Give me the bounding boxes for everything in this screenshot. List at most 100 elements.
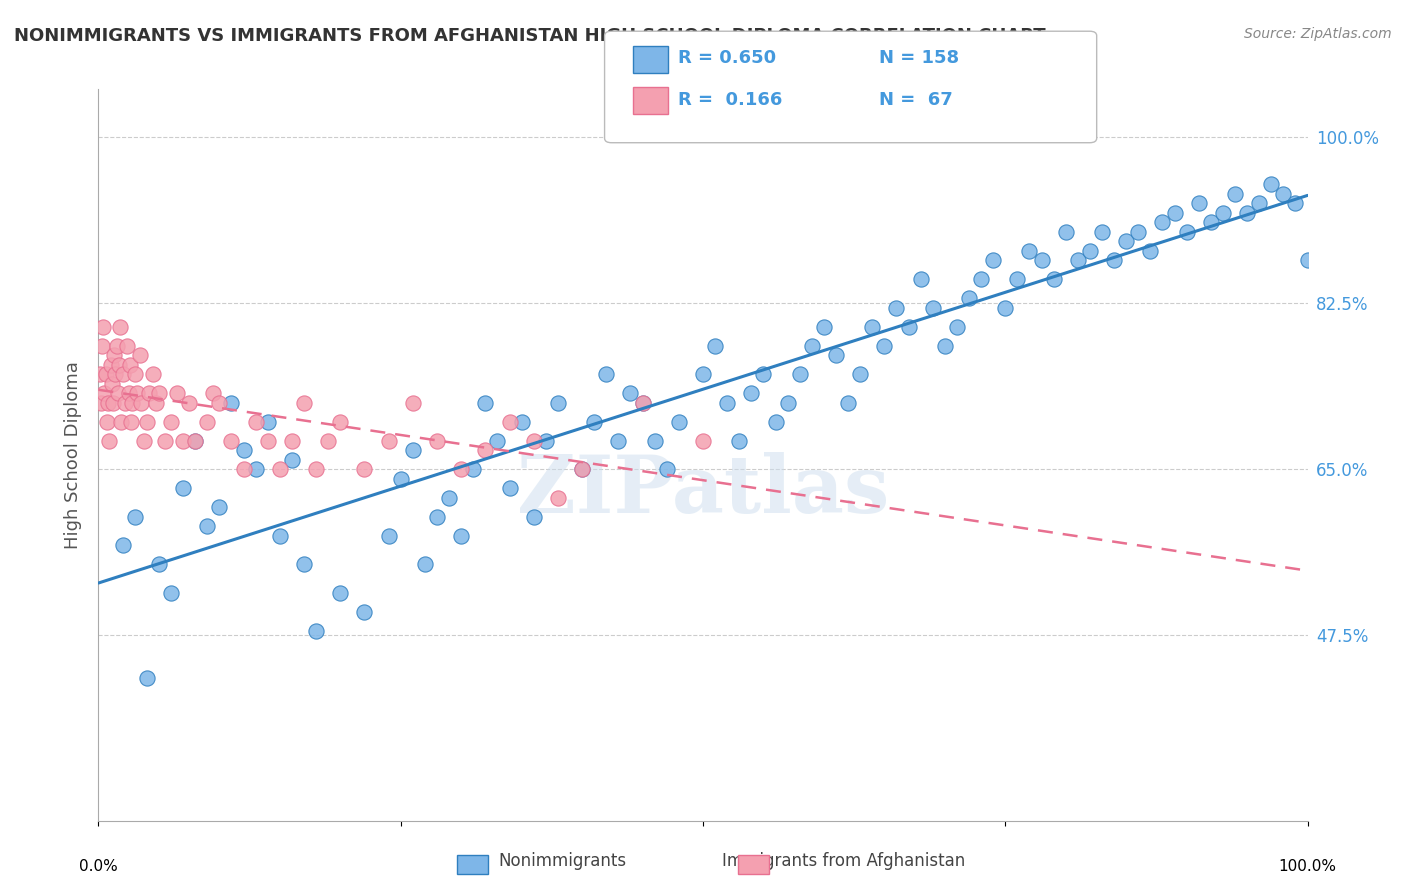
Point — [305, 624, 328, 638]
Point — [897, 319, 920, 334]
Point — [104, 367, 127, 381]
Point — [994, 301, 1017, 315]
Text: NONIMMIGRANTS VS IMMIGRANTS FROM AFGHANISTAN HIGH SCHOOL DIPLOMA CORRELATION CHA: NONIMMIGRANTS VS IMMIGRANTS FROM AFGHANI… — [14, 27, 1046, 45]
Point — [1272, 186, 1295, 201]
Point — [789, 367, 811, 381]
Point — [510, 415, 533, 429]
Point — [970, 272, 993, 286]
Point — [1236, 205, 1258, 219]
Point — [138, 386, 160, 401]
Point — [1296, 253, 1319, 268]
Point — [172, 434, 194, 448]
Point — [245, 415, 267, 429]
Point — [1042, 272, 1064, 286]
Point — [1284, 196, 1306, 211]
Point — [776, 395, 799, 409]
Point — [1212, 205, 1234, 219]
Point — [160, 415, 183, 429]
Point — [800, 339, 823, 353]
Point — [124, 367, 146, 381]
Point — [208, 500, 231, 515]
Point — [148, 557, 170, 571]
Point — [595, 367, 617, 381]
Point — [523, 434, 546, 448]
Point — [860, 319, 883, 334]
Point — [1078, 244, 1101, 258]
Point — [108, 358, 131, 372]
Point — [135, 671, 157, 685]
Point — [1054, 225, 1077, 239]
Point — [195, 415, 218, 429]
Y-axis label: High School Diploma: High School Diploma — [63, 361, 82, 549]
Point — [108, 319, 131, 334]
Point — [172, 481, 194, 495]
Point — [631, 395, 654, 409]
Point — [281, 434, 304, 448]
Text: Immigrants from Afghanistan: Immigrants from Afghanistan — [721, 852, 966, 870]
Point — [166, 386, 188, 401]
Point — [118, 386, 141, 401]
Point — [256, 415, 278, 429]
Point — [607, 434, 630, 448]
Point — [1067, 253, 1090, 268]
Point — [127, 386, 149, 401]
Point — [111, 538, 134, 552]
Point — [426, 434, 449, 448]
Point — [98, 434, 121, 448]
Point — [910, 272, 932, 286]
Point — [740, 386, 762, 401]
Text: N =  67: N = 67 — [879, 91, 952, 109]
Point — [486, 434, 509, 448]
Point — [463, 462, 485, 476]
Point — [1102, 253, 1125, 268]
Text: R =  0.166: R = 0.166 — [678, 91, 782, 109]
Point — [1249, 196, 1271, 211]
Point — [107, 386, 129, 401]
Point — [329, 585, 352, 599]
Point — [934, 339, 956, 353]
Point — [692, 434, 714, 448]
Point — [353, 462, 375, 476]
Point — [195, 519, 218, 533]
Point — [135, 415, 157, 429]
Point — [93, 386, 115, 401]
Point — [547, 491, 569, 505]
Point — [134, 434, 156, 448]
Point — [946, 319, 969, 334]
Point — [377, 529, 399, 543]
Point — [202, 386, 225, 401]
Point — [145, 395, 167, 409]
Point — [886, 301, 908, 315]
Point — [281, 452, 304, 467]
Point — [534, 434, 557, 448]
Point — [474, 443, 496, 458]
Point — [329, 415, 352, 429]
Point — [94, 367, 117, 381]
Point — [704, 339, 727, 353]
Point — [402, 443, 425, 458]
Point — [221, 395, 243, 409]
Point — [981, 253, 1004, 268]
Point — [921, 301, 943, 315]
Point — [583, 415, 606, 429]
Point — [450, 462, 472, 476]
Point — [619, 386, 641, 401]
Point — [1018, 244, 1040, 258]
Point — [120, 415, 142, 429]
Point — [118, 358, 141, 372]
Point — [571, 462, 593, 476]
Point — [117, 339, 139, 353]
Point — [655, 462, 678, 476]
Point — [232, 462, 254, 476]
Point — [90, 395, 112, 409]
Point — [100, 376, 122, 391]
Point — [450, 529, 472, 543]
Point — [114, 395, 136, 409]
Text: 0.0%: 0.0% — [79, 859, 118, 873]
Point — [837, 395, 859, 409]
Point — [269, 529, 291, 543]
Point — [124, 509, 146, 524]
Point — [1091, 225, 1114, 239]
Point — [105, 339, 128, 353]
Point — [1223, 186, 1246, 201]
